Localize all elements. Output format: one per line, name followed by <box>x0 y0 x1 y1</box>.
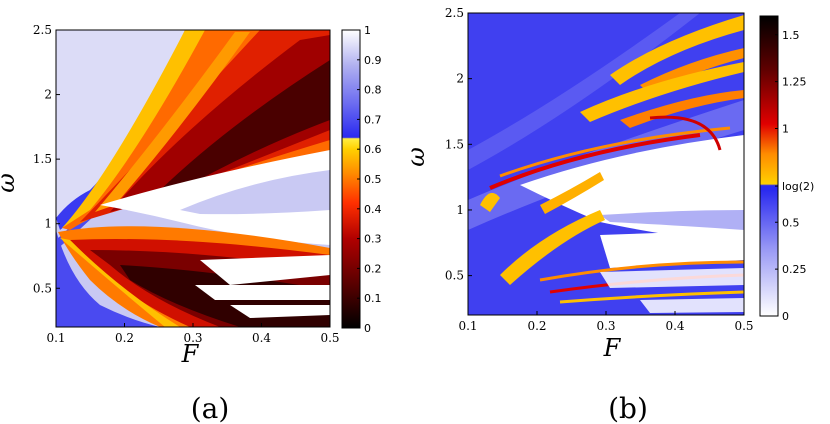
x-tick-label: 0.2 <box>527 319 546 333</box>
colorbar-a: 0 0.1 0.2 0.3 0.4 0.5 0.6 0.7 0.8 0.9 1 <box>341 24 382 335</box>
y-tick-label: 2 <box>456 72 464 86</box>
panel-label-b: (b) <box>608 392 648 424</box>
y-tick-label: 1.5 <box>445 137 464 151</box>
colorbar-tick-label: 0 <box>364 322 371 335</box>
x-tick-label: 0.4 <box>252 331 271 345</box>
x-tick-label: 0.3 <box>596 319 615 333</box>
colorbar-tick-label: 0.9 <box>364 54 382 67</box>
colorbar-tick-label: 1.5 <box>782 29 800 42</box>
colorbar-tick-label: 0.5 <box>782 216 800 229</box>
x-tick-label: 0.5 <box>734 319 753 333</box>
colorbar-tick-label: log(2) <box>782 180 814 193</box>
x-tick-label: 0.2 <box>115 331 134 345</box>
colorbar-tick-label: 0.25 <box>782 263 807 276</box>
heatmap-b <box>467 12 745 316</box>
colorbar-tick-label: 0.8 <box>364 84 382 97</box>
colorbar-tick-label: 0.3 <box>364 233 382 246</box>
colorbar-tick-label: 0.2 <box>364 262 382 275</box>
x-axis-label-b: F <box>603 334 622 362</box>
y-tick-label: 1 <box>456 203 464 217</box>
panel-label-a: (a) <box>191 392 230 424</box>
colorbar-tick-label: 0 <box>782 310 789 323</box>
y-axis-label-b: ω <box>402 147 430 167</box>
x-tick-label: 0.5 <box>320 331 339 345</box>
y-tick-label: 2 <box>44 88 52 102</box>
y-tick-label: 1.5 <box>33 152 52 166</box>
colorbar-tick-label: 0.6 <box>364 143 382 156</box>
colorbar-b: 0 0.25 0.5 log(2) 1 1.25 1.5 <box>759 15 814 323</box>
y-tick-label: 0.5 <box>445 269 464 283</box>
x-tick-label: 0.1 <box>46 331 65 345</box>
y-tick-label: 2.5 <box>33 23 52 37</box>
colorbar-tick-label: 0.1 <box>364 292 382 305</box>
y-axis-label-a: ω <box>0 173 20 193</box>
y-tick-label: 2.5 <box>445 6 464 20</box>
axes-b: 0.1 0.2 0.3 0.4 0.5 0.5 1 1.5 2 2.5 <box>445 6 754 333</box>
axes-a: 0.1 0.2 0.3 0.4 0.5 0.5 1 1.5 2 2.5 <box>33 23 340 345</box>
y-tick-label: 1 <box>44 217 52 231</box>
colorbar-tick-label: 1 <box>782 123 789 136</box>
x-tick-label: 0.1 <box>458 319 477 333</box>
colorbar-tick-label: 1 <box>364 24 371 37</box>
colorbar-tick-label: 0.7 <box>364 113 382 126</box>
colorbar-tick-label: 0.5 <box>364 173 382 186</box>
x-tick-label: 0.3 <box>183 331 202 345</box>
colorbar-tick-label: 1.25 <box>782 76 807 89</box>
heatmap-a <box>55 29 331 328</box>
x-tick-label: 0.4 <box>665 319 684 333</box>
colorbar-tick-label: 0.4 <box>364 203 382 216</box>
y-tick-label: 0.5 <box>33 281 52 295</box>
x-axis-label-a: F <box>181 340 200 368</box>
